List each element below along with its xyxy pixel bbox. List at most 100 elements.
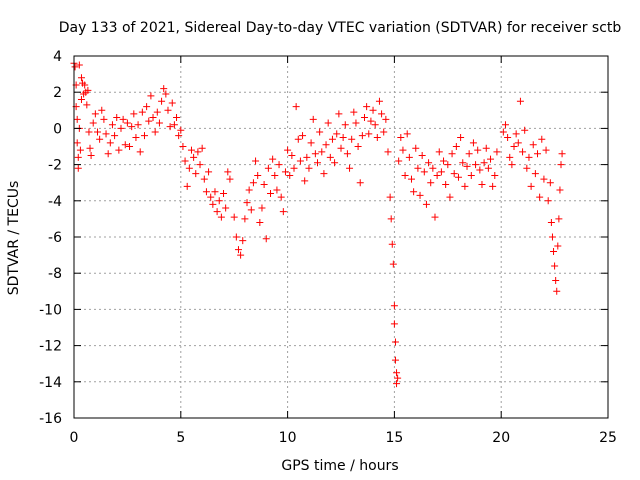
data-point [480, 159, 488, 167]
data-point [264, 164, 272, 172]
data-point [519, 148, 527, 156]
data-point [341, 121, 349, 129]
data-point [173, 114, 181, 122]
data-point [138, 108, 146, 116]
data-point [414, 164, 422, 172]
data-point [352, 119, 360, 127]
data-point [363, 103, 371, 111]
data-point [482, 144, 490, 152]
data-point [258, 204, 266, 212]
data-point [181, 157, 189, 165]
y-tick-label: -12 [39, 339, 62, 355]
data-point [296, 157, 304, 165]
data-point [175, 132, 183, 140]
data-point [412, 144, 420, 152]
data-point [328, 135, 336, 143]
data-point [343, 150, 351, 158]
y-tick-label: -14 [39, 375, 62, 391]
data-point [521, 126, 529, 134]
data-point [190, 153, 198, 161]
data-point [84, 86, 92, 94]
data-point [527, 182, 535, 190]
data-point [198, 144, 206, 152]
data-point [162, 90, 170, 98]
data-point [548, 233, 556, 241]
data-point [395, 157, 403, 165]
data-point [335, 110, 343, 118]
data-point [369, 106, 377, 114]
data-point [288, 152, 296, 160]
data-point [140, 132, 148, 140]
data-point [346, 164, 354, 172]
y-tick-label: -8 [48, 266, 62, 282]
data-point [290, 164, 298, 172]
data-point [230, 213, 238, 221]
data-point [98, 106, 106, 114]
data-point [390, 302, 398, 310]
data-point [547, 219, 555, 227]
data-point [207, 193, 215, 201]
data-point [292, 103, 300, 111]
data-point [275, 161, 283, 169]
data-point [279, 208, 287, 216]
data-point [185, 164, 193, 172]
data-point [322, 141, 330, 149]
data-point [461, 182, 469, 190]
data-point [386, 193, 394, 201]
data-point [491, 171, 499, 179]
data-point [239, 237, 247, 245]
data-point [177, 126, 185, 134]
data-point [164, 106, 172, 114]
data-point [247, 206, 255, 214]
data-point [134, 121, 142, 129]
data-point [429, 164, 437, 172]
data-point [375, 97, 383, 105]
data-points [70, 59, 566, 388]
data-point [418, 152, 426, 160]
data-point [316, 128, 324, 136]
data-point [551, 262, 559, 270]
data-point [74, 153, 82, 161]
data-point [256, 219, 264, 227]
data-point [73, 115, 81, 123]
data-point [115, 146, 123, 154]
data-point [514, 139, 522, 147]
data-point [420, 168, 428, 176]
data-point [422, 200, 430, 208]
data-point [83, 101, 91, 109]
data-point [132, 133, 140, 141]
data-point [348, 135, 356, 143]
data-point [307, 139, 315, 147]
data-point [119, 115, 127, 123]
data-point [86, 144, 94, 152]
data-point [339, 133, 347, 141]
data-point [74, 164, 82, 172]
data-point [153, 108, 161, 116]
data-point [77, 95, 85, 103]
data-point [553, 287, 561, 295]
data-point [267, 190, 275, 198]
data-point [309, 115, 317, 123]
data-point [388, 240, 396, 248]
data-point [96, 135, 104, 143]
data-point [294, 135, 302, 143]
x-axis-label: GPS time / hours [281, 458, 398, 474]
y-tick-label: -10 [39, 302, 62, 318]
y-tick-label: -4 [48, 194, 62, 210]
data-point [437, 168, 445, 176]
data-point [356, 179, 364, 187]
data-point [260, 181, 268, 189]
data-point [149, 114, 157, 122]
data-point [226, 175, 234, 183]
data-point [382, 115, 390, 123]
data-point [91, 110, 99, 118]
data-point [151, 128, 159, 136]
data-point [254, 171, 262, 179]
data-point [234, 246, 242, 254]
data-point [220, 190, 228, 198]
data-point [314, 159, 322, 167]
data-point [121, 141, 129, 149]
data-point [450, 170, 458, 178]
data-point [403, 130, 411, 138]
